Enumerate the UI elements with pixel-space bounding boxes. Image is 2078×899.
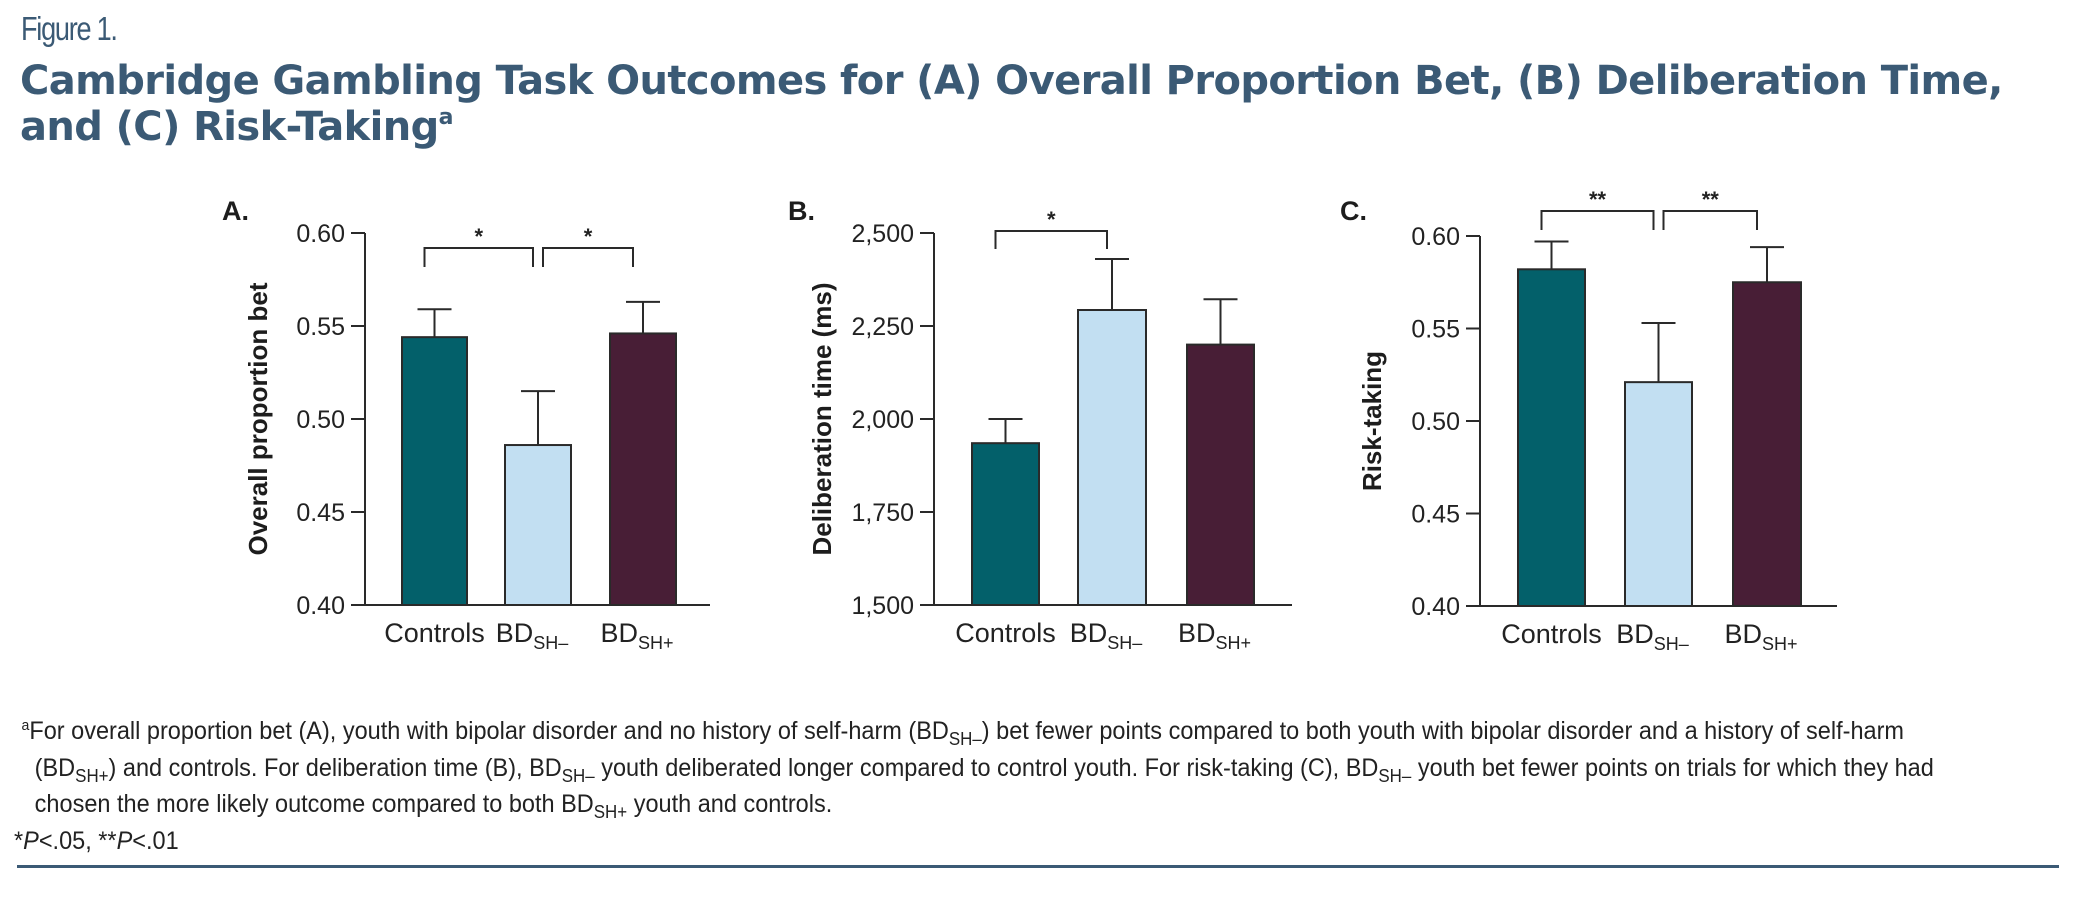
footnote-subscript: SH– [561, 765, 595, 786]
y-tick-label: 0.45 [1411, 501, 1460, 529]
figure-title: Cambridge Gambling Task Outcomes for (A)… [20, 58, 2078, 150]
y-tick-label: 2,000 [851, 406, 914, 434]
panel-b: B.Deliberation time (ms)Controls BDSH– BDS… [788, 196, 1292, 653]
y-tick-label: 0.45 [296, 499, 345, 527]
y-tick-label: 2,500 [851, 220, 914, 248]
significance-marker: * [1047, 207, 1056, 232]
x-tick-label-main: Controls [384, 618, 485, 648]
x-tick-label: Controls [955, 618, 1056, 648]
figure-title-text: Cambridge Gambling Task Outcomes for (A)… [20, 58, 2003, 150]
bar [971, 442, 1040, 606]
footnote: aFor overall proportion bet (A), youth w… [14, 713, 1941, 859]
significance-marker: ** [1702, 187, 1720, 212]
footnote-text: aFor overall proportion bet (A), youth w… [14, 713, 1941, 823]
significance-note: *P<.05, **P<.01 [14, 823, 1941, 860]
footnote-segment: youth and controls. [627, 790, 833, 818]
y-axis-title: Deliberation time (ms) [807, 282, 837, 555]
y-axis-title: Risk-taking [1357, 351, 1387, 491]
y-tick-label: 2,250 [851, 313, 914, 341]
x-tick-label: BDSH– [1616, 619, 1689, 654]
x-tick-label-main: Controls [1501, 619, 1602, 649]
figure-label: Figure 1. [21, 10, 118, 47]
y-tick-label: 0.55 [1411, 316, 1460, 344]
bar [1077, 309, 1147, 606]
bar [1517, 268, 1586, 607]
x-tick-label: BDSH+ [600, 618, 673, 653]
x-tick-label-subscript: SH– [1654, 634, 1689, 654]
significance-marker: * [474, 224, 483, 249]
sig-value-1: <.05, [38, 826, 99, 855]
y-axis-title: Overall proportion bet [243, 282, 273, 555]
significance-bracket [994, 230, 1108, 249]
footnote-segment: ) and controls. For deliberation time (B… [108, 753, 562, 782]
x-tick-label-main: BD [496, 618, 534, 648]
significance-bracket [1540, 210, 1655, 230]
footnote-subscript: SH+ [75, 765, 109, 786]
footnote-segment: youth bet fewer points on trials for whi… [34, 753, 1934, 819]
x-tick-label-main: BD [1616, 619, 1654, 649]
bar [1732, 281, 1802, 607]
x-tick-label-main: BD [1178, 618, 1216, 648]
significance-bracket [1662, 210, 1758, 230]
x-tick-label-main: BD [1724, 619, 1762, 649]
bar [1624, 381, 1693, 607]
x-tick-label-main: Controls [955, 618, 1056, 648]
y-tick-label: 1,500 [851, 592, 914, 620]
footnote-segment: youth deliberated longer compared to con… [594, 753, 1379, 782]
footnote-subscript: SH– [948, 729, 982, 749]
bar [504, 444, 572, 607]
sig-p-1: P [23, 826, 39, 855]
x-tick-label: BDSH+ [1724, 619, 1797, 654]
y-tick-label: 1,750 [851, 499, 914, 527]
bar [609, 332, 677, 606]
panel-letter: A. [222, 196, 249, 226]
sig-star-2: ** [98, 826, 117, 855]
x-tick-label: Controls [1501, 619, 1602, 649]
x-tick-label-subscript: SH+ [1215, 633, 1251, 653]
bottom-rule [17, 865, 2059, 868]
footnote-subscript: SH– [1378, 765, 1412, 786]
panel-letter: B. [788, 196, 815, 226]
x-tick-label-main: BD [1070, 618, 1108, 648]
significance-bracket [423, 247, 534, 267]
x-tick-label: BDSH– [496, 618, 569, 653]
title-footnote-marker: a [438, 105, 454, 130]
x-tick-label-main: BD [600, 618, 638, 648]
footnote-segment: For overall proportion bet (A), youth wi… [29, 717, 949, 745]
x-tick-label-subscript: SH– [1107, 633, 1142, 653]
footnote-segment: ) bet fewer points compared to both yout… [34, 717, 1905, 782]
bar [401, 336, 468, 606]
sig-star-1: * [14, 826, 24, 855]
significance-marker: ** [1589, 187, 1607, 212]
x-tick-label-subscript: SH+ [638, 633, 674, 653]
significance-marker: * [584, 224, 593, 249]
x-tick-label-subscript: SH+ [1762, 634, 1798, 654]
panel-letter: C. [1340, 196, 1367, 226]
x-tick-label: BDSH– [1070, 618, 1143, 653]
footnote-subscript: SH+ [593, 802, 628, 822]
y-tick-label: 0.60 [1411, 223, 1460, 251]
y-tick-label: 0.50 [296, 406, 345, 434]
footnote-marker: a [21, 717, 30, 734]
y-tick-label: 0.40 [296, 592, 345, 620]
x-tick-label-subscript: SH– [533, 633, 568, 653]
sig-p-2: P [116, 826, 133, 855]
y-tick-label: 0.50 [1411, 408, 1460, 436]
sig-value-2: <.01 [132, 826, 179, 855]
x-tick-label: Controls [384, 618, 485, 648]
x-tick-label: BDSH+ [1178, 618, 1251, 653]
y-tick-label: 0.60 [296, 220, 345, 248]
y-tick-label: 0.55 [296, 313, 345, 341]
bar [1186, 343, 1255, 606]
significance-bracket [542, 247, 634, 267]
y-tick-label: 0.40 [1411, 593, 1460, 621]
